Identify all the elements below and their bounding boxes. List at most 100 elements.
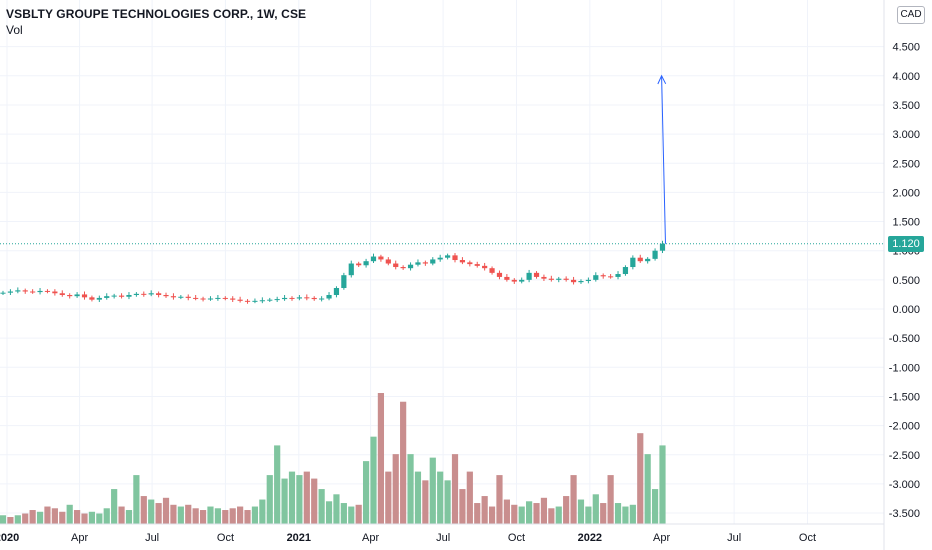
candle-body [445, 255, 451, 258]
volume-bar [59, 511, 66, 524]
volume-bar [659, 445, 666, 524]
candle-body [200, 298, 206, 300]
grid-lines [0, 0, 884, 524]
candle-body [526, 272, 532, 280]
volume-bar [111, 489, 118, 524]
volume-bar [600, 503, 607, 524]
volume-bar [451, 454, 459, 524]
projection-arrow-line[interactable] [661, 75, 666, 244]
candle-body [163, 295, 169, 297]
candle-body [467, 262, 473, 265]
candle-body [452, 255, 458, 261]
candle-body [252, 300, 258, 302]
volume-bar [414, 471, 422, 524]
volume-bar [266, 475, 273, 524]
currency-button[interactable]: CAD [897, 6, 925, 24]
candle-body [511, 279, 517, 282]
time-tick-label: 2020 [0, 532, 19, 544]
candle-body [556, 278, 562, 280]
volume-bar [51, 508, 58, 524]
candle-body [608, 276, 614, 278]
volume-bar [592, 494, 599, 524]
volume-bar [118, 506, 125, 524]
candle-body [393, 263, 399, 268]
candle-body [222, 297, 228, 299]
volume-bar [155, 503, 162, 524]
candle-body [615, 274, 621, 277]
volume-bar [496, 475, 503, 524]
volume-bar [140, 496, 147, 524]
volume-bar [7, 517, 14, 524]
candle-body [304, 297, 310, 299]
price-tick-label: -3.500 [889, 508, 920, 520]
volume-bar [133, 475, 140, 524]
candle-body [141, 293, 147, 295]
candle-body [319, 298, 325, 300]
candle-body [126, 295, 132, 297]
volume-bar [548, 508, 555, 524]
time-tick-label: Oct [508, 532, 525, 544]
volume-bar [474, 503, 481, 524]
volume-bar [585, 506, 592, 524]
volume-bar [400, 401, 407, 524]
time-axis[interactable]: 2020 Apr Jul Oct 2021 Apr Jul Oct 2022 Apr Jul Oct [0, 532, 816, 544]
candle-body [570, 279, 577, 283]
candle-body [407, 264, 414, 269]
price-axis[interactable]: 4.5004.0003.5003.0002.5002.0001.5001.000… [889, 42, 920, 520]
price-tick-label: -2.000 [889, 421, 920, 433]
candle-body [622, 267, 629, 275]
volume-bar [274, 445, 281, 524]
volume-bar [251, 506, 259, 524]
volume-bar [488, 506, 496, 524]
candle-body [422, 262, 428, 264]
volume-bar [429, 457, 436, 524]
candle-body [415, 262, 421, 265]
candle-body [37, 290, 43, 293]
volume-bar [96, 513, 103, 524]
candle-body [15, 290, 21, 292]
volume-bar [237, 506, 244, 524]
volume-bar [22, 513, 29, 524]
time-tick-label: Jul [436, 532, 450, 544]
volume-bar [36, 511, 44, 524]
volume-bar [318, 489, 325, 524]
volume-bar [392, 454, 399, 524]
volume-bar [125, 510, 133, 524]
candle-body [207, 298, 214, 300]
candle-body [333, 288, 340, 296]
candle-body [541, 276, 547, 279]
time-tick-label: 2022 [578, 532, 602, 544]
candle-body [133, 293, 139, 296]
volume-bar [577, 499, 585, 524]
price-tick-label: 2.500 [892, 158, 920, 170]
candle-body [59, 293, 65, 296]
volume-bar [622, 506, 629, 524]
volume-bar [14, 515, 21, 524]
price-tick-label: 1.500 [892, 217, 920, 229]
volume-bar [103, 508, 110, 524]
time-tick-label: 2021 [287, 532, 311, 544]
symbol-title[interactable]: VSBLTY GROUPE TECHNOLOGIES CORP., 1W, CS… [6, 7, 307, 21]
candle-body [52, 291, 58, 294]
candle-body [533, 272, 540, 277]
price-candles [0, 240, 666, 304]
volume-bar [444, 480, 451, 524]
projection-arrow-head [657, 74, 667, 85]
volume-bar [281, 478, 288, 524]
candle-body [96, 297, 102, 300]
candle-body [519, 279, 525, 282]
volume-bar [303, 471, 310, 524]
candle-body [0, 292, 6, 294]
volume-label[interactable]: Vol [6, 23, 23, 37]
volume-bar [81, 513, 88, 524]
volume-bar [644, 454, 651, 524]
candle-body [156, 293, 162, 296]
volume-bar [148, 499, 155, 524]
volume-bar [207, 506, 214, 524]
volume-bar [555, 506, 562, 524]
volume-bar [570, 475, 577, 524]
candle-body [193, 297, 199, 299]
candle-body [341, 275, 347, 289]
candle-body [363, 261, 369, 266]
